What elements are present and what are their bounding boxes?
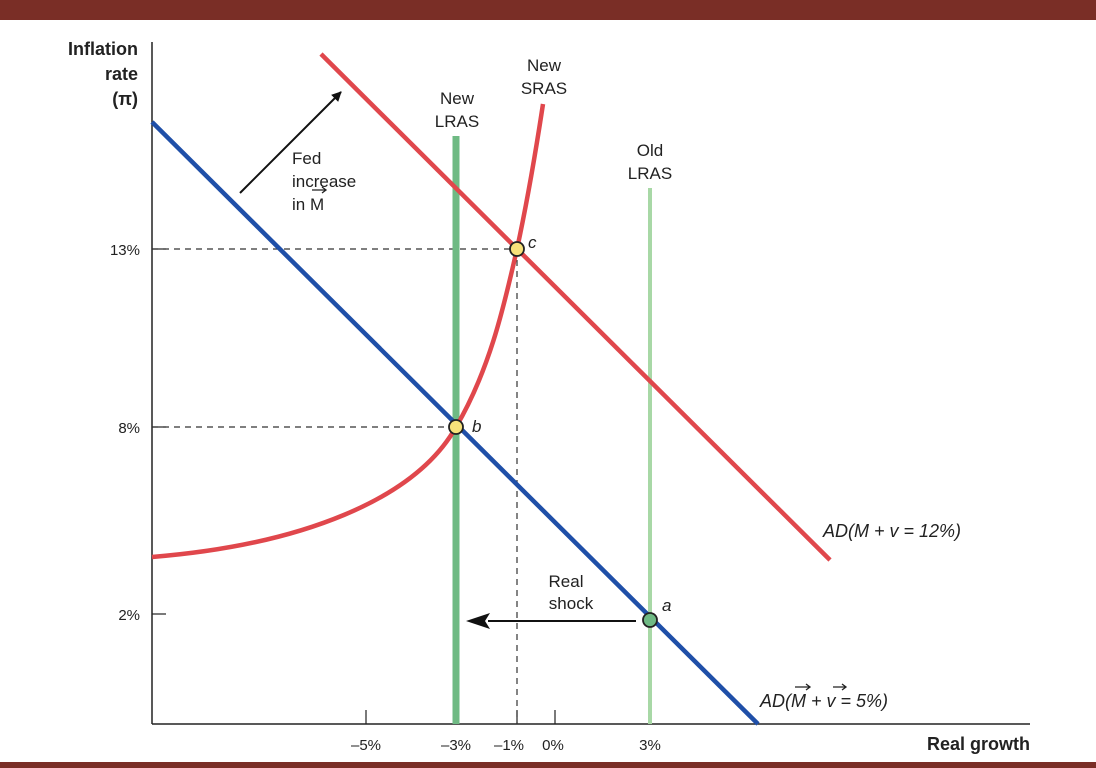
- fed-increase-arrow: [239, 91, 342, 194]
- y-axis-title-line2: rate: [105, 64, 138, 84]
- point-c: [509, 241, 525, 257]
- point-label-c: c: [528, 233, 537, 252]
- x-tick-label-minus5: –5%: [351, 737, 381, 754]
- point-b: [448, 419, 464, 435]
- vector-arrow-m: [795, 683, 812, 691]
- point-a: [642, 612, 658, 628]
- point-label-a: a: [662, 596, 671, 615]
- vector-arrow-v: [833, 683, 848, 691]
- sras-curve: [151, 103, 546, 560]
- x-tick-label-0: 0%: [542, 737, 564, 754]
- top-banner: [0, 0, 1096, 20]
- old-lras-label-line2: LRAS: [628, 164, 672, 183]
- ad-high-curve: [319, 52, 832, 562]
- bottom-banner: [0, 762, 1096, 768]
- y-axis-title-line1: Inflation: [68, 39, 138, 59]
- real-shock-arrowhead: [466, 613, 490, 629]
- x-tick-label-minus1: –1%: [494, 737, 524, 754]
- ad-low-label: AD(M + v = 5%): [759, 691, 888, 711]
- new-lras-label-line2: LRAS: [435, 112, 479, 131]
- shock-annotation-line1: Real: [549, 572, 584, 591]
- fed-annotation-line1: Fed: [292, 149, 321, 168]
- x-tick-label-3: 3%: [639, 737, 661, 754]
- new-sras-label-line1: New: [527, 56, 562, 75]
- point-label-b: b: [472, 417, 481, 436]
- x-tick-label-minus3: –3%: [441, 737, 471, 754]
- fed-annotation-line2: increase: [292, 172, 356, 191]
- x-axis-title: Real growth: [927, 734, 1030, 754]
- old-lras-label-line1: Old: [637, 141, 663, 160]
- y-tick-label-2: 2%: [118, 607, 140, 624]
- new-sras-label-line2: SRAS: [521, 79, 567, 98]
- shock-annotation-line2: shock: [549, 594, 594, 613]
- fed-annotation-line3: in M: [292, 195, 324, 214]
- new-lras-label-line1: New: [440, 89, 475, 108]
- vector-arrow-fed-m: [312, 186, 328, 194]
- ad-high-label: AD(M + v = 12%): [822, 521, 961, 541]
- y-axis-title-line3: (π): [112, 89, 138, 109]
- y-tick-label-13: 13%: [110, 242, 140, 259]
- y-tick-label-8: 8%: [118, 420, 140, 437]
